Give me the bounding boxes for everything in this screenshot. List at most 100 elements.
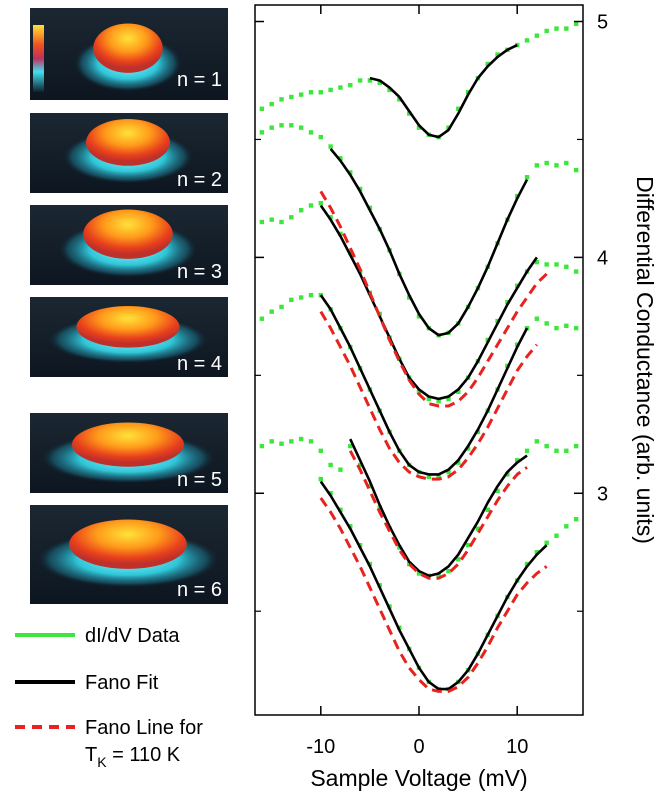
- data-point: [485, 507, 490, 512]
- data-point: [387, 87, 392, 93]
- data-point: [259, 219, 265, 225]
- data-point: [298, 125, 304, 130]
- data-point: [456, 557, 461, 562]
- legend-label-part: T: [85, 744, 97, 766]
- data-point: [465, 446, 471, 451]
- data-point: [495, 52, 500, 57]
- data-point: [475, 526, 481, 531]
- reference-line: [348, 450, 528, 580]
- data-point: [426, 396, 432, 402]
- data-point: [416, 314, 422, 319]
- data-point: [564, 26, 569, 31]
- data-point: [367, 483, 373, 489]
- data-point: [338, 156, 343, 161]
- data-point: [269, 217, 274, 222]
- data-point: [544, 160, 549, 166]
- data-point: [573, 443, 579, 449]
- image-panel: n = 3: [30, 205, 228, 285]
- data-point: [436, 573, 441, 579]
- x-tick-label: 0: [413, 736, 424, 758]
- data-point: [308, 90, 314, 95]
- data-point: [328, 491, 333, 496]
- fit-line: [329, 148, 529, 337]
- data-point: [308, 439, 314, 444]
- data-point: [524, 561, 530, 567]
- fit-line: [369, 43, 518, 139]
- image-panels: n = 1 n = 2 n = 3 n = 4 n = 5 n = 6: [30, 8, 228, 604]
- data-point: [524, 38, 530, 43]
- data-point: [338, 85, 343, 90]
- data-point: [544, 321, 549, 326]
- data-point: [259, 130, 265, 135]
- image-panel: n = 2: [30, 113, 228, 193]
- y-tick-label: 3: [597, 483, 608, 505]
- data-point: [348, 170, 353, 175]
- data-point: [289, 94, 294, 100]
- data-point: [328, 462, 333, 468]
- data-point: [534, 439, 540, 444]
- data-point: [505, 472, 510, 477]
- data-point: [573, 21, 579, 27]
- data-point: [465, 542, 471, 548]
- data-point: [495, 488, 500, 494]
- data-point: [416, 125, 422, 130]
- data-point: [456, 389, 461, 395]
- data-point: [554, 262, 559, 267]
- data-point: [318, 134, 323, 140]
- data-point: [524, 325, 530, 331]
- data-point: [534, 163, 540, 168]
- data-point: [534, 550, 540, 555]
- fit-line: [319, 294, 529, 476]
- legend-label-part: = 110 K: [107, 744, 181, 766]
- data-point: [544, 540, 549, 546]
- legend-label: dI/dV Data: [85, 625, 180, 647]
- data-point: [289, 297, 294, 303]
- legend-label-sub: K: [97, 754, 107, 770]
- data-point: [308, 292, 314, 298]
- image-panel: n = 4: [30, 297, 228, 377]
- data-point: [318, 448, 323, 454]
- data-point: [554, 533, 559, 538]
- image-panel: n = 6: [30, 505, 228, 604]
- data-point: [534, 259, 540, 265]
- data-point: [573, 517, 579, 522]
- data-point: [269, 125, 274, 130]
- data-point: [308, 203, 314, 208]
- data-point: [397, 97, 402, 102]
- data-point: [515, 458, 520, 463]
- data-point: [564, 323, 569, 328]
- data-point: [298, 436, 304, 442]
- reference-line: [319, 190, 548, 408]
- image-label: n = 3: [177, 261, 222, 283]
- data-point: [554, 325, 559, 331]
- data-point: [426, 474, 432, 479]
- data-point: [377, 80, 382, 86]
- y-tick-label: 4: [597, 247, 608, 269]
- data-point: [338, 467, 343, 472]
- data-point: [436, 474, 441, 479]
- data-point: [328, 144, 333, 149]
- data-point: [554, 26, 559, 31]
- data-point: [524, 448, 530, 454]
- data-point: [357, 78, 363, 83]
- data-point: [328, 87, 333, 93]
- data-point: [318, 476, 323, 482]
- data-point: [289, 123, 294, 128]
- data-point: [279, 304, 284, 310]
- data-point: [348, 443, 353, 449]
- x-tick-label: 10: [506, 736, 528, 758]
- image-label: n = 6: [177, 579, 222, 601]
- y-axis-label: Differential Conductance (arb. units): [632, 176, 658, 544]
- x-tick-label: -10: [306, 736, 335, 758]
- data-point: [259, 316, 265, 321]
- data-point: [279, 219, 284, 225]
- data-point: [269, 439, 274, 444]
- legend-label: Fano Line for: [85, 717, 203, 739]
- data-point: [544, 443, 549, 449]
- reference-line: [319, 497, 548, 693]
- data-point: [259, 443, 265, 449]
- data-point: [436, 399, 441, 404]
- plot: [259, 21, 579, 693]
- data-point: [515, 42, 520, 48]
